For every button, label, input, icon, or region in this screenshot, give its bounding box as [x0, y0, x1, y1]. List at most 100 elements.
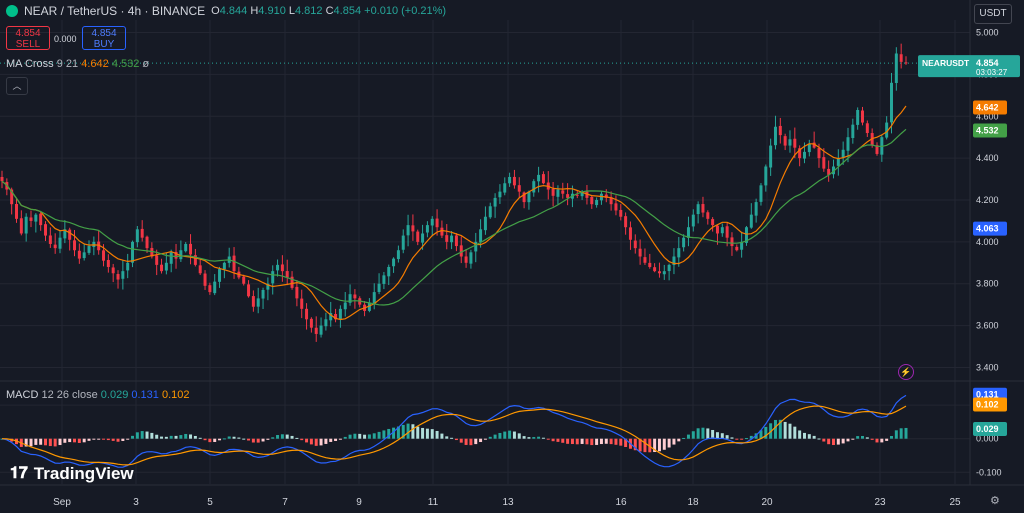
- candle-body: [411, 225, 415, 232]
- candle-body: [556, 189, 560, 197]
- symbol-title[interactable]: NEAR / TetherUS · 4h · BINANCE: [24, 4, 206, 18]
- histogram-bar: [48, 438, 52, 447]
- candle-body: [836, 158, 840, 166]
- histogram-bar: [406, 423, 410, 439]
- candle-body: [15, 203, 18, 219]
- tradingview-logo: 𝟏𝟕 TradingView: [10, 464, 134, 483]
- histogram-bar: [508, 430, 512, 439]
- histogram-bar: [812, 435, 816, 439]
- histogram-bar: [822, 438, 826, 442]
- settings-gear-icon[interactable]: ⚙: [990, 495, 1000, 507]
- candle-body: [68, 229, 72, 240]
- histogram-bar: [701, 427, 705, 439]
- currency-button[interactable]: USDT: [974, 4, 1012, 24]
- candle-body: [604, 194, 608, 198]
- candle-body: [894, 53, 898, 83]
- candle-body: [706, 212, 710, 219]
- candle-body: [619, 209, 623, 217]
- ma-cross-legend[interactable]: MA Cross 9 21 4.642 4.532 ø: [6, 58, 150, 70]
- candle-body: [802, 151, 806, 159]
- candle-body: [904, 62, 908, 64]
- histogram-bar: [160, 436, 164, 439]
- candle-body: [503, 183, 507, 193]
- histogram-bar: [599, 438, 603, 445]
- candle-body: [508, 176, 512, 184]
- histogram-bar: [430, 429, 434, 439]
- candle-body: [285, 271, 289, 278]
- candle-body: [155, 255, 159, 265]
- histogram-bar: [783, 421, 787, 439]
- y-tick-label: 3.400: [976, 362, 999, 372]
- candle-body: [609, 197, 613, 205]
- histogram-bar: [793, 426, 797, 439]
- histogram-bar: [469, 438, 473, 446]
- candle-body: [662, 271, 666, 275]
- histogram-bar: [97, 438, 101, 440]
- histogram-bar: [570, 438, 574, 445]
- histogram-bar: [802, 432, 806, 439]
- histogram-bar: [53, 438, 57, 447]
- histogram-bar: [329, 438, 333, 442]
- sell-button[interactable]: 4.854 SELL: [6, 26, 50, 50]
- candle-body: [817, 148, 821, 159]
- price-tag-bg: [973, 221, 1007, 236]
- candle-body: [754, 202, 758, 216]
- candle-body: [595, 200, 599, 206]
- histogram-bar: [198, 437, 202, 439]
- candle-body: [672, 256, 676, 266]
- countdown-timer: 03:03:27: [976, 68, 1008, 77]
- x-tick-label: 13: [502, 497, 514, 508]
- collapse-legend-icon[interactable]: ︿: [6, 77, 28, 95]
- candle-body: [532, 181, 536, 193]
- candle-body: [348, 294, 352, 303]
- x-tick-label: 18: [687, 497, 699, 508]
- candle-body: [827, 168, 831, 175]
- histogram-bar: [34, 438, 38, 445]
- histogram-bar: [479, 438, 483, 443]
- candle-body: [590, 196, 594, 205]
- histogram-bar: [73, 438, 77, 443]
- buy-button[interactable]: 4.854 BUY: [82, 26, 126, 50]
- x-tick-label: 25: [949, 497, 961, 508]
- candle-body: [464, 256, 468, 263]
- histogram-bar: [184, 433, 188, 439]
- histogram-bar: [817, 438, 821, 440]
- histogram-bar: [353, 433, 357, 439]
- candle-body: [382, 275, 386, 284]
- macd-legend[interactable]: MACD 12 26 close 0.029 0.131 0.102: [6, 389, 190, 401]
- histogram-bar: [609, 438, 613, 445]
- price-tag-bg: [973, 100, 1007, 115]
- histogram-bar: [421, 427, 425, 439]
- candle-body: [169, 252, 173, 264]
- candle-body: [885, 122, 889, 138]
- histogram-bar: [522, 436, 526, 439]
- histogram-bar: [392, 427, 396, 439]
- histogram-bar: [580, 438, 584, 444]
- histogram-bar: [856, 436, 860, 439]
- histogram-bar: [860, 435, 864, 439]
- symbol-tag: NEARUSDT: [922, 58, 970, 68]
- histogram-bar: [450, 437, 454, 439]
- candle-body: [890, 82, 893, 123]
- candle-body: [682, 237, 686, 248]
- candle-body: [648, 262, 652, 267]
- candle-body: [39, 213, 43, 226]
- candle-body: [116, 274, 120, 280]
- candle-body: [372, 292, 376, 304]
- candle-body: [0, 176, 4, 182]
- histogram-bar: [208, 438, 212, 443]
- histogram-bar: [135, 432, 139, 439]
- histogram-bar: [29, 438, 33, 447]
- candle-body: [831, 166, 835, 175]
- lightning-icon[interactable]: ⚡: [898, 364, 914, 380]
- histogram-bar: [44, 438, 48, 446]
- histogram-bar: [68, 438, 72, 443]
- candle-body: [541, 174, 545, 184]
- histogram-bar: [435, 430, 439, 439]
- candle-body: [314, 327, 318, 334]
- candle-body: [459, 245, 463, 257]
- candle-body: [875, 145, 879, 154]
- histogram-bar: [276, 435, 280, 439]
- histogram-bar: [227, 436, 231, 439]
